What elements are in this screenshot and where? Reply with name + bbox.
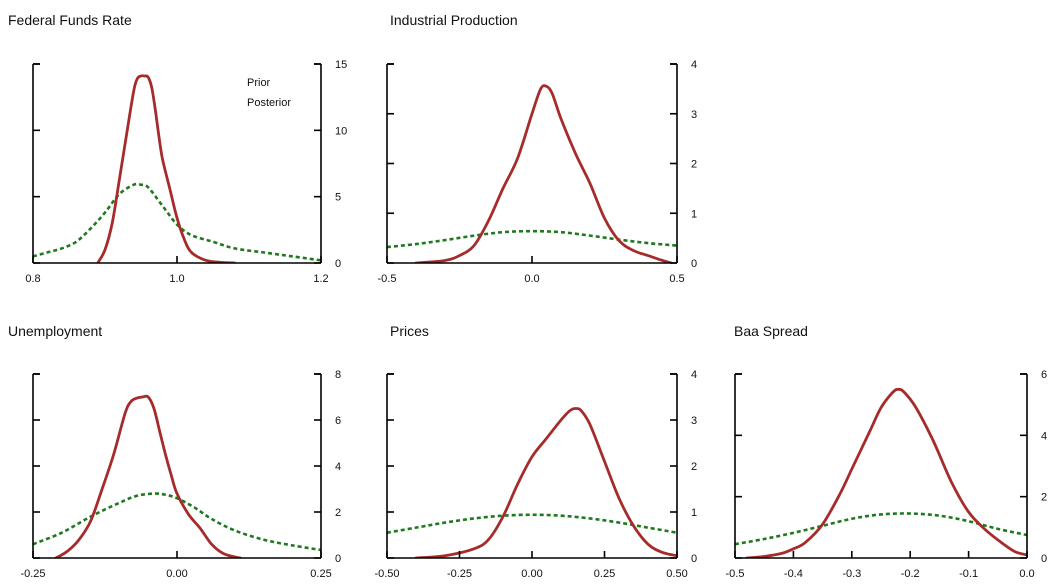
panel-prices: Prices 0 1 2 3 4 -0.50 -0.25 0.00 0.25 0.50 — [374, 323, 697, 580]
panel-title: Baa Spread — [734, 323, 808, 339]
x-tick-label: 0.00 — [521, 568, 542, 580]
y-tick-label: 3 — [691, 109, 697, 121]
y-tick-label: 10 — [335, 125, 347, 137]
x-tick-label: -0.50 — [374, 568, 399, 580]
x-tick-label: -0.5 — [378, 273, 397, 285]
y-tick-label: 4 — [335, 461, 341, 473]
posterior-density-line — [414, 407, 677, 558]
y-tick-label: 6 — [335, 415, 341, 427]
x-tick-label: 0.50 — [666, 568, 687, 580]
y-tick-label: 0 — [691, 553, 697, 565]
y-tick-label: 0 — [335, 258, 341, 270]
x-tick-label: 0.0 — [1019, 568, 1034, 580]
y-tick-label: 4 — [691, 59, 697, 71]
y-tick-label: 1 — [691, 507, 697, 519]
x-tick-label: -0.3 — [842, 568, 861, 580]
y-tick-label: 2 — [691, 461, 697, 473]
x-tick-label: 1.0 — [169, 273, 184, 285]
y-tick-label: 4 — [1041, 430, 1047, 442]
x-tick-label: -0.4 — [784, 568, 803, 580]
y-tick-label: 6 — [1041, 369, 1047, 381]
legend-posterior-label: Posterior — [247, 97, 291, 109]
y-tick-label: 0 — [335, 553, 341, 565]
posterior-density-line — [414, 84, 673, 263]
x-tick-label: 1.2 — [313, 273, 328, 285]
x-tick-label: 0.5 — [669, 273, 684, 285]
y-tick-label: 0 — [691, 258, 697, 270]
panel-title: Industrial Production — [390, 12, 518, 28]
legend-prior-label: Prior — [247, 77, 271, 89]
x-tick-label: 0.00 — [166, 568, 187, 580]
y-tick-label: 3 — [691, 415, 697, 427]
x-tick-label: -0.2 — [901, 568, 920, 580]
legend: Prior Posterior — [247, 77, 291, 109]
x-tick-label: 0.25 — [594, 568, 615, 580]
x-tick-label: -0.25 — [20, 568, 45, 580]
y-tick-label: 5 — [335, 192, 341, 204]
y-tick-label: 1 — [691, 208, 697, 220]
y-tick-label: 2 — [1041, 492, 1047, 504]
prior-density-line — [33, 182, 321, 262]
prior-density-line — [387, 513, 677, 534]
y-tick-label: 0 — [1041, 553, 1047, 565]
panel-baa-spread: Baa Spread 0 2 4 6 -0.5 -0.4 -0.3 -0.2 -0.1 0.0 — [726, 323, 1048, 580]
panel-industrial-production: Industrial Production 0 1 2 3 4 -0.5 0.0 0.5 — [378, 12, 698, 285]
x-tick-label: 0.25 — [310, 568, 331, 580]
x-tick-label: -0.5 — [726, 568, 745, 580]
posterior-density-line — [96, 74, 236, 263]
y-tick-label: 8 — [335, 369, 341, 381]
prior-density-line — [387, 229, 677, 249]
panel-federal-funds-rate: Federal Funds Rate 0 5 10 15 0.8 1.0 1.2 — [8, 12, 347, 285]
y-tick-label: 2 — [335, 507, 341, 519]
x-tick-label: 0.8 — [25, 273, 40, 285]
y-tick-label: 15 — [335, 59, 347, 71]
x-tick-label: -0.25 — [447, 568, 472, 580]
posterior-density-line — [54, 394, 242, 558]
panel-title: Federal Funds Rate — [8, 12, 132, 28]
y-tick-label: 4 — [691, 369, 697, 381]
panel-title: Unemployment — [8, 323, 102, 339]
x-tick-label: 0.0 — [524, 273, 539, 285]
panel-unemployment: Unemployment 0 2 4 6 8 -0.25 0.00 0.25 — [8, 323, 341, 580]
panel-title: Prices — [390, 323, 429, 339]
posterior-density-line — [745, 387, 1027, 558]
x-tick-label: -0.1 — [959, 568, 978, 580]
y-tick-label: 2 — [691, 159, 697, 171]
